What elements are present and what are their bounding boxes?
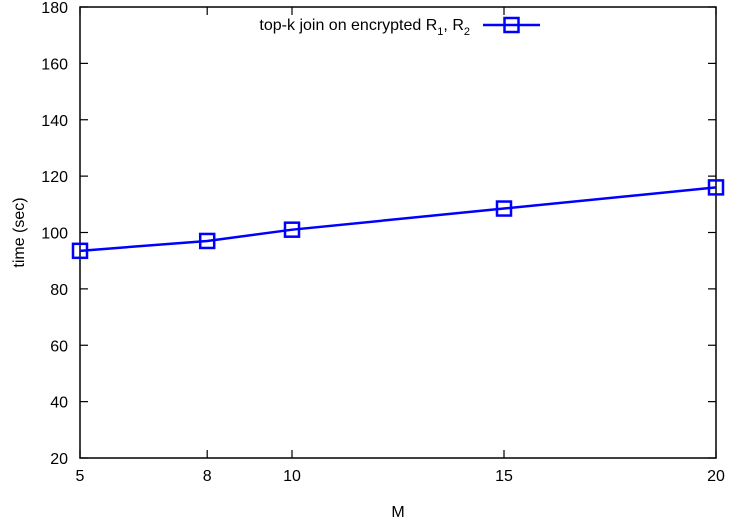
- data-point-marker: [495, 200, 513, 217]
- y-tick-label: 20: [50, 451, 68, 468]
- x-tick-label: 8: [203, 468, 212, 485]
- series-line: [79, 186, 717, 253]
- x-axis-title: M: [391, 504, 404, 521]
- y-tick-label: 100: [41, 226, 68, 243]
- y-tick-label: 40: [50, 395, 68, 412]
- data-point-marker: [283, 221, 301, 238]
- data-point-marker: [71, 242, 89, 260]
- plot-area-border: [79, 6, 717, 459]
- data-point-marker: [707, 179, 725, 196]
- y-axis: 20 40 60 80 100 120 140 160 180: [41, 0, 716, 468]
- x-tick-label: 15: [495, 468, 513, 485]
- x-tick-label: 20: [707, 468, 725, 485]
- y-tick-label: 160: [41, 56, 68, 73]
- legend-label: top-k join on encrypted R1, R2: [259, 17, 470, 38]
- data-point-marker: [198, 232, 216, 250]
- x-tick-label: 5: [76, 468, 85, 485]
- legend-label-separator: , R: [443, 17, 463, 34]
- series-layer: [71, 179, 725, 260]
- plot-frame: [79, 6, 717, 459]
- y-axis-title: time (sec): [11, 197, 28, 267]
- legend-label-sub1: 1: [437, 26, 443, 38]
- x-tick-label: 10: [283, 468, 301, 485]
- y-tick-label: 140: [41, 113, 68, 130]
- legend: top-k join on encrypted R1, R2: [259, 16, 540, 38]
- legend-square-marker: [503, 16, 520, 34]
- y-tick-label: 180: [41, 0, 68, 17]
- legend-label-sub2: 2: [464, 26, 470, 38]
- y-tick-label: 80: [50, 282, 68, 299]
- y-tick-label: 60: [50, 338, 68, 355]
- legend-label-prefix: top-k join on encrypted R: [259, 17, 437, 34]
- y-tick-label: 120: [41, 169, 68, 186]
- x-axis: 5 8 10 15 20: [76, 7, 725, 485]
